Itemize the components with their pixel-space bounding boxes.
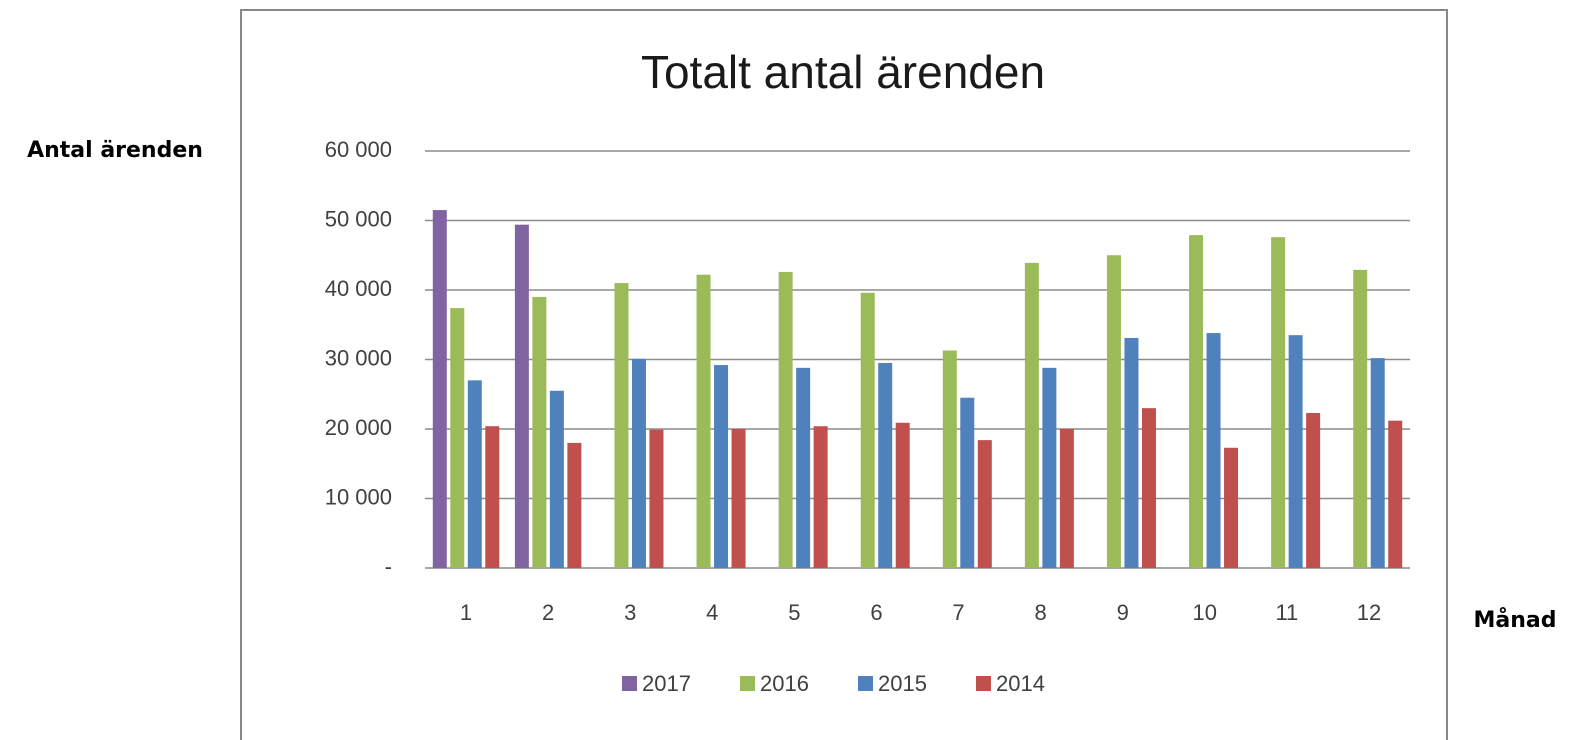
bar [631, 358, 646, 568]
bar [977, 440, 992, 568]
bar [514, 224, 529, 569]
x-tick-label: 11 [1275, 600, 1298, 625]
legend-swatch [740, 676, 755, 691]
bar [1141, 408, 1156, 568]
bar [549, 390, 564, 568]
bar [731, 429, 746, 568]
bar [1288, 335, 1303, 568]
x-tick-label: 3 [624, 600, 636, 625]
y-tick-label: 20 000 [325, 415, 392, 440]
bar [942, 350, 957, 568]
bar [714, 365, 729, 568]
bar [860, 292, 875, 568]
bar [432, 210, 447, 568]
chart-title: Totalt antal ärenden [641, 46, 1045, 98]
bar [1024, 262, 1039, 568]
x-tick-label: 5 [788, 600, 800, 625]
bar [1189, 235, 1204, 568]
x-tick-label: 1 [460, 600, 472, 625]
bar [960, 397, 975, 568]
y-tick-label: 10 000 [325, 484, 392, 509]
bar [878, 362, 893, 568]
bar [532, 296, 547, 568]
bar [1124, 337, 1139, 568]
bar [1271, 237, 1286, 568]
bar [1042, 367, 1057, 568]
legend-label: 2017 [642, 671, 691, 696]
bar [696, 274, 711, 568]
bar [1206, 333, 1221, 568]
x-tick-label: 2 [542, 600, 554, 625]
bar [1059, 429, 1074, 568]
x-tick-label: 6 [870, 600, 882, 625]
bar [813, 426, 828, 568]
legend-label: 2015 [878, 671, 927, 696]
bar [567, 442, 582, 568]
x-tick-label: 4 [706, 600, 718, 625]
bar [467, 380, 482, 568]
bar [1388, 420, 1403, 568]
y-tick-label: 50 000 [325, 206, 392, 231]
bar [1106, 255, 1121, 568]
legend-swatch [858, 676, 873, 691]
bar [649, 429, 664, 568]
bar [1306, 413, 1321, 568]
x-tick-label: 8 [1035, 600, 1047, 625]
bar [1353, 269, 1368, 568]
y-tick-label: 30 000 [325, 345, 392, 370]
bar [1370, 358, 1385, 568]
bar [485, 426, 500, 568]
x-tick-label: 7 [952, 600, 964, 625]
y-tick-label: - [385, 554, 392, 579]
legend-label: 2014 [996, 671, 1045, 696]
legend-swatch [622, 676, 637, 691]
bar [796, 367, 811, 568]
y-tick-label: 40 000 [325, 276, 392, 301]
bar [450, 308, 465, 568]
x-tick-label: 10 [1193, 600, 1217, 625]
bar [1224, 447, 1239, 568]
bar [895, 422, 910, 568]
y-tick-label: 60 000 [325, 137, 392, 162]
bar [778, 271, 793, 568]
chart-frame [240, 9, 1448, 740]
legend-swatch [976, 676, 991, 691]
legend-label: 2016 [760, 671, 809, 696]
y-axis-label: Antal ärenden [27, 138, 203, 163]
bar [614, 283, 629, 568]
x-tick-label: 9 [1117, 600, 1129, 625]
x-tick-label: 12 [1357, 600, 1381, 625]
x-axis-label: Månad [1474, 607, 1557, 633]
